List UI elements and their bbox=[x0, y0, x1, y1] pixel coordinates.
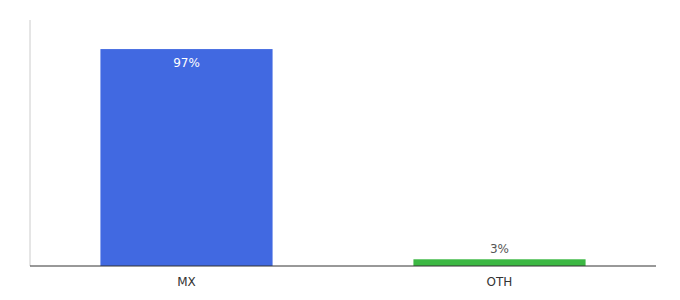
data-label: 3% bbox=[490, 242, 509, 256]
x-axis-line bbox=[30, 266, 656, 267]
x-tick-label: OTH bbox=[487, 275, 513, 289]
y-axis-line bbox=[30, 20, 31, 266]
bar bbox=[413, 259, 585, 266]
x-tick-label: MX bbox=[177, 275, 196, 289]
bar bbox=[100, 49, 272, 266]
chart: MX OTH 97% 3% bbox=[0, 0, 680, 300]
data-label: 97% bbox=[173, 56, 200, 70]
bars bbox=[100, 49, 585, 266]
chart-container: MX OTH 97% 3% bbox=[0, 0, 680, 300]
